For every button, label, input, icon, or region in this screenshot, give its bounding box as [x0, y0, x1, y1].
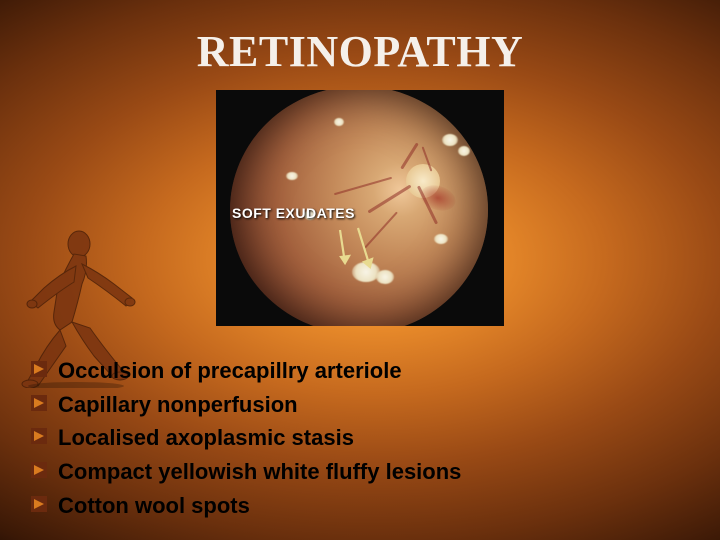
list-item: Capillary nonperfusion: [30, 390, 690, 420]
list-item: Occulsion of precapillry arteriole: [30, 356, 690, 386]
soft-exudate: [334, 118, 344, 126]
bullet-arrow-icon: [30, 360, 48, 378]
retinal-vessel: [334, 177, 392, 195]
bullet-text: Compact yellowish white fluffy lesions: [58, 457, 461, 487]
fundus-figure: SOFT EXUDATES: [216, 90, 504, 326]
list-item: Cotton wool spots: [30, 491, 690, 521]
soft-exudate: [434, 234, 448, 244]
bullet-arrow-icon: [30, 461, 48, 479]
soft-exudate: [376, 270, 394, 284]
bullet-arrow-icon: [30, 427, 48, 445]
bullet-text: Localised axoplasmic stasis: [58, 423, 354, 453]
retinal-vessel: [368, 184, 412, 213]
retinal-vessel: [364, 211, 398, 248]
soft-exudate: [286, 172, 298, 180]
bullet-text: Cotton wool spots: [58, 491, 250, 521]
bullet-list: Occulsion of precapillry arteriole Capil…: [30, 356, 690, 524]
bullet-arrow-icon: [30, 394, 48, 412]
figure-label: SOFT EXUDATES: [232, 205, 355, 221]
bullet-arrow-icon: [30, 495, 48, 513]
list-item: Compact yellowish white fluffy lesions: [30, 457, 690, 487]
bullet-text: Capillary nonperfusion: [58, 390, 298, 420]
bullet-text: Occulsion of precapillry arteriole: [58, 356, 402, 386]
slide: RETINOPATHY SOFT EXUDATES: [0, 0, 720, 540]
slide-title: RETINOPATHY: [0, 26, 720, 77]
soft-exudate: [442, 134, 458, 146]
list-item: Localised axoplasmic stasis: [30, 423, 690, 453]
soft-exudate: [458, 146, 470, 156]
